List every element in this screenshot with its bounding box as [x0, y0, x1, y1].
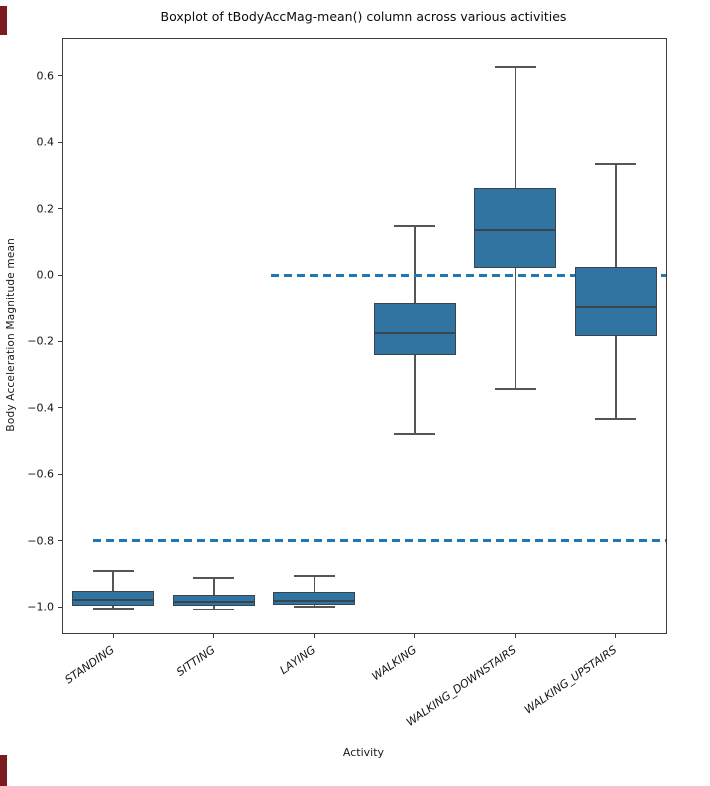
x-tick-mark [615, 633, 617, 638]
whisker-cap-top [595, 163, 637, 165]
y-tick-label: −1.0 [27, 600, 54, 614]
reference-line [271, 273, 666, 277]
y-tick-mark [58, 540, 63, 542]
y-axis-label: Body Acceleration Magnitude mean [2, 38, 20, 632]
y-tick-mark [58, 606, 63, 608]
chart-title: Boxplot of tBodyAccMag-mean() column acr… [160, 9, 567, 24]
median-line [373, 331, 456, 334]
x-tick-label: WALKING [369, 643, 419, 684]
y-tick-label: −0.4 [27, 401, 54, 415]
y-tick-mark [58, 208, 63, 210]
x-tick-mark [514, 633, 516, 638]
median-line [273, 599, 356, 602]
median-line [172, 600, 255, 603]
whisker-cap-bottom [394, 433, 436, 435]
screen-edge-artifact-top [0, 6, 7, 35]
median-line [72, 599, 155, 601]
y-tick-mark [58, 407, 63, 409]
whisker-cap-bottom [595, 418, 637, 420]
whisker-stem [112, 570, 114, 610]
box-sitting [172, 594, 255, 606]
box-walking [373, 302, 456, 356]
x-tick-label: SITTING [174, 643, 218, 679]
whisker-cap-top [394, 225, 436, 227]
whisker-cap-top [293, 575, 335, 577]
x-tick-label: WALKING_UPSTAIRS [522, 643, 620, 717]
box-walking_downstairs [474, 187, 557, 268]
y-tick-label: −0.8 [27, 534, 54, 548]
y-tick-mark [58, 141, 63, 143]
y-tick-mark [58, 75, 63, 77]
y-tick-label: −0.6 [27, 467, 54, 481]
y-tick-mark [58, 340, 63, 342]
x-tick-label: STANDING [62, 643, 117, 687]
y-tick-label: 0.6 [36, 69, 55, 83]
median-line [474, 229, 557, 231]
median-line [574, 306, 657, 308]
x-tick-mark [414, 633, 416, 638]
whisker-cap-bottom [494, 388, 536, 390]
x-axis-label: Activity [342, 746, 385, 759]
y-tick-label: −0.2 [27, 334, 54, 348]
whisker-cap-top [193, 577, 235, 579]
whisker-cap-bottom [293, 606, 335, 608]
x-tick-mark [213, 633, 215, 638]
whisker-stem [313, 575, 315, 608]
plot-area: 0.6 0.4 0.2 0.0 −0.2 −0.4 −0.6 −0.8 −1.0 STANDING… [27, 38, 667, 729]
y-tick-mark [58, 274, 63, 276]
whisker-cap-top [92, 570, 134, 572]
reference-line [93, 539, 666, 543]
whisker-cap-bottom [193, 608, 235, 611]
y-tick-mark [58, 473, 63, 475]
y-tick-label: 0.2 [36, 202, 55, 216]
box-laying [273, 591, 356, 605]
x-tick-label: LAYING [277, 643, 318, 677]
whisker-cap-bottom [92, 608, 134, 610]
screen-edge-artifact-bottom [0, 755, 7, 786]
box-walking_upstairs [574, 267, 657, 336]
x-tick-mark [112, 633, 114, 638]
box-standing [72, 590, 155, 606]
y-axis-label-text: Body Acceleration Magnitude mean [5, 238, 17, 432]
y-tick-label: 0.4 [36, 135, 55, 149]
y-tick-label: 0.0 [36, 268, 55, 282]
whisker-stem [213, 577, 215, 610]
x-tick-label: WALKING_DOWNSTAIRS [404, 643, 519, 729]
whisker-cap-top [494, 66, 536, 68]
x-tick-mark [313, 633, 315, 638]
